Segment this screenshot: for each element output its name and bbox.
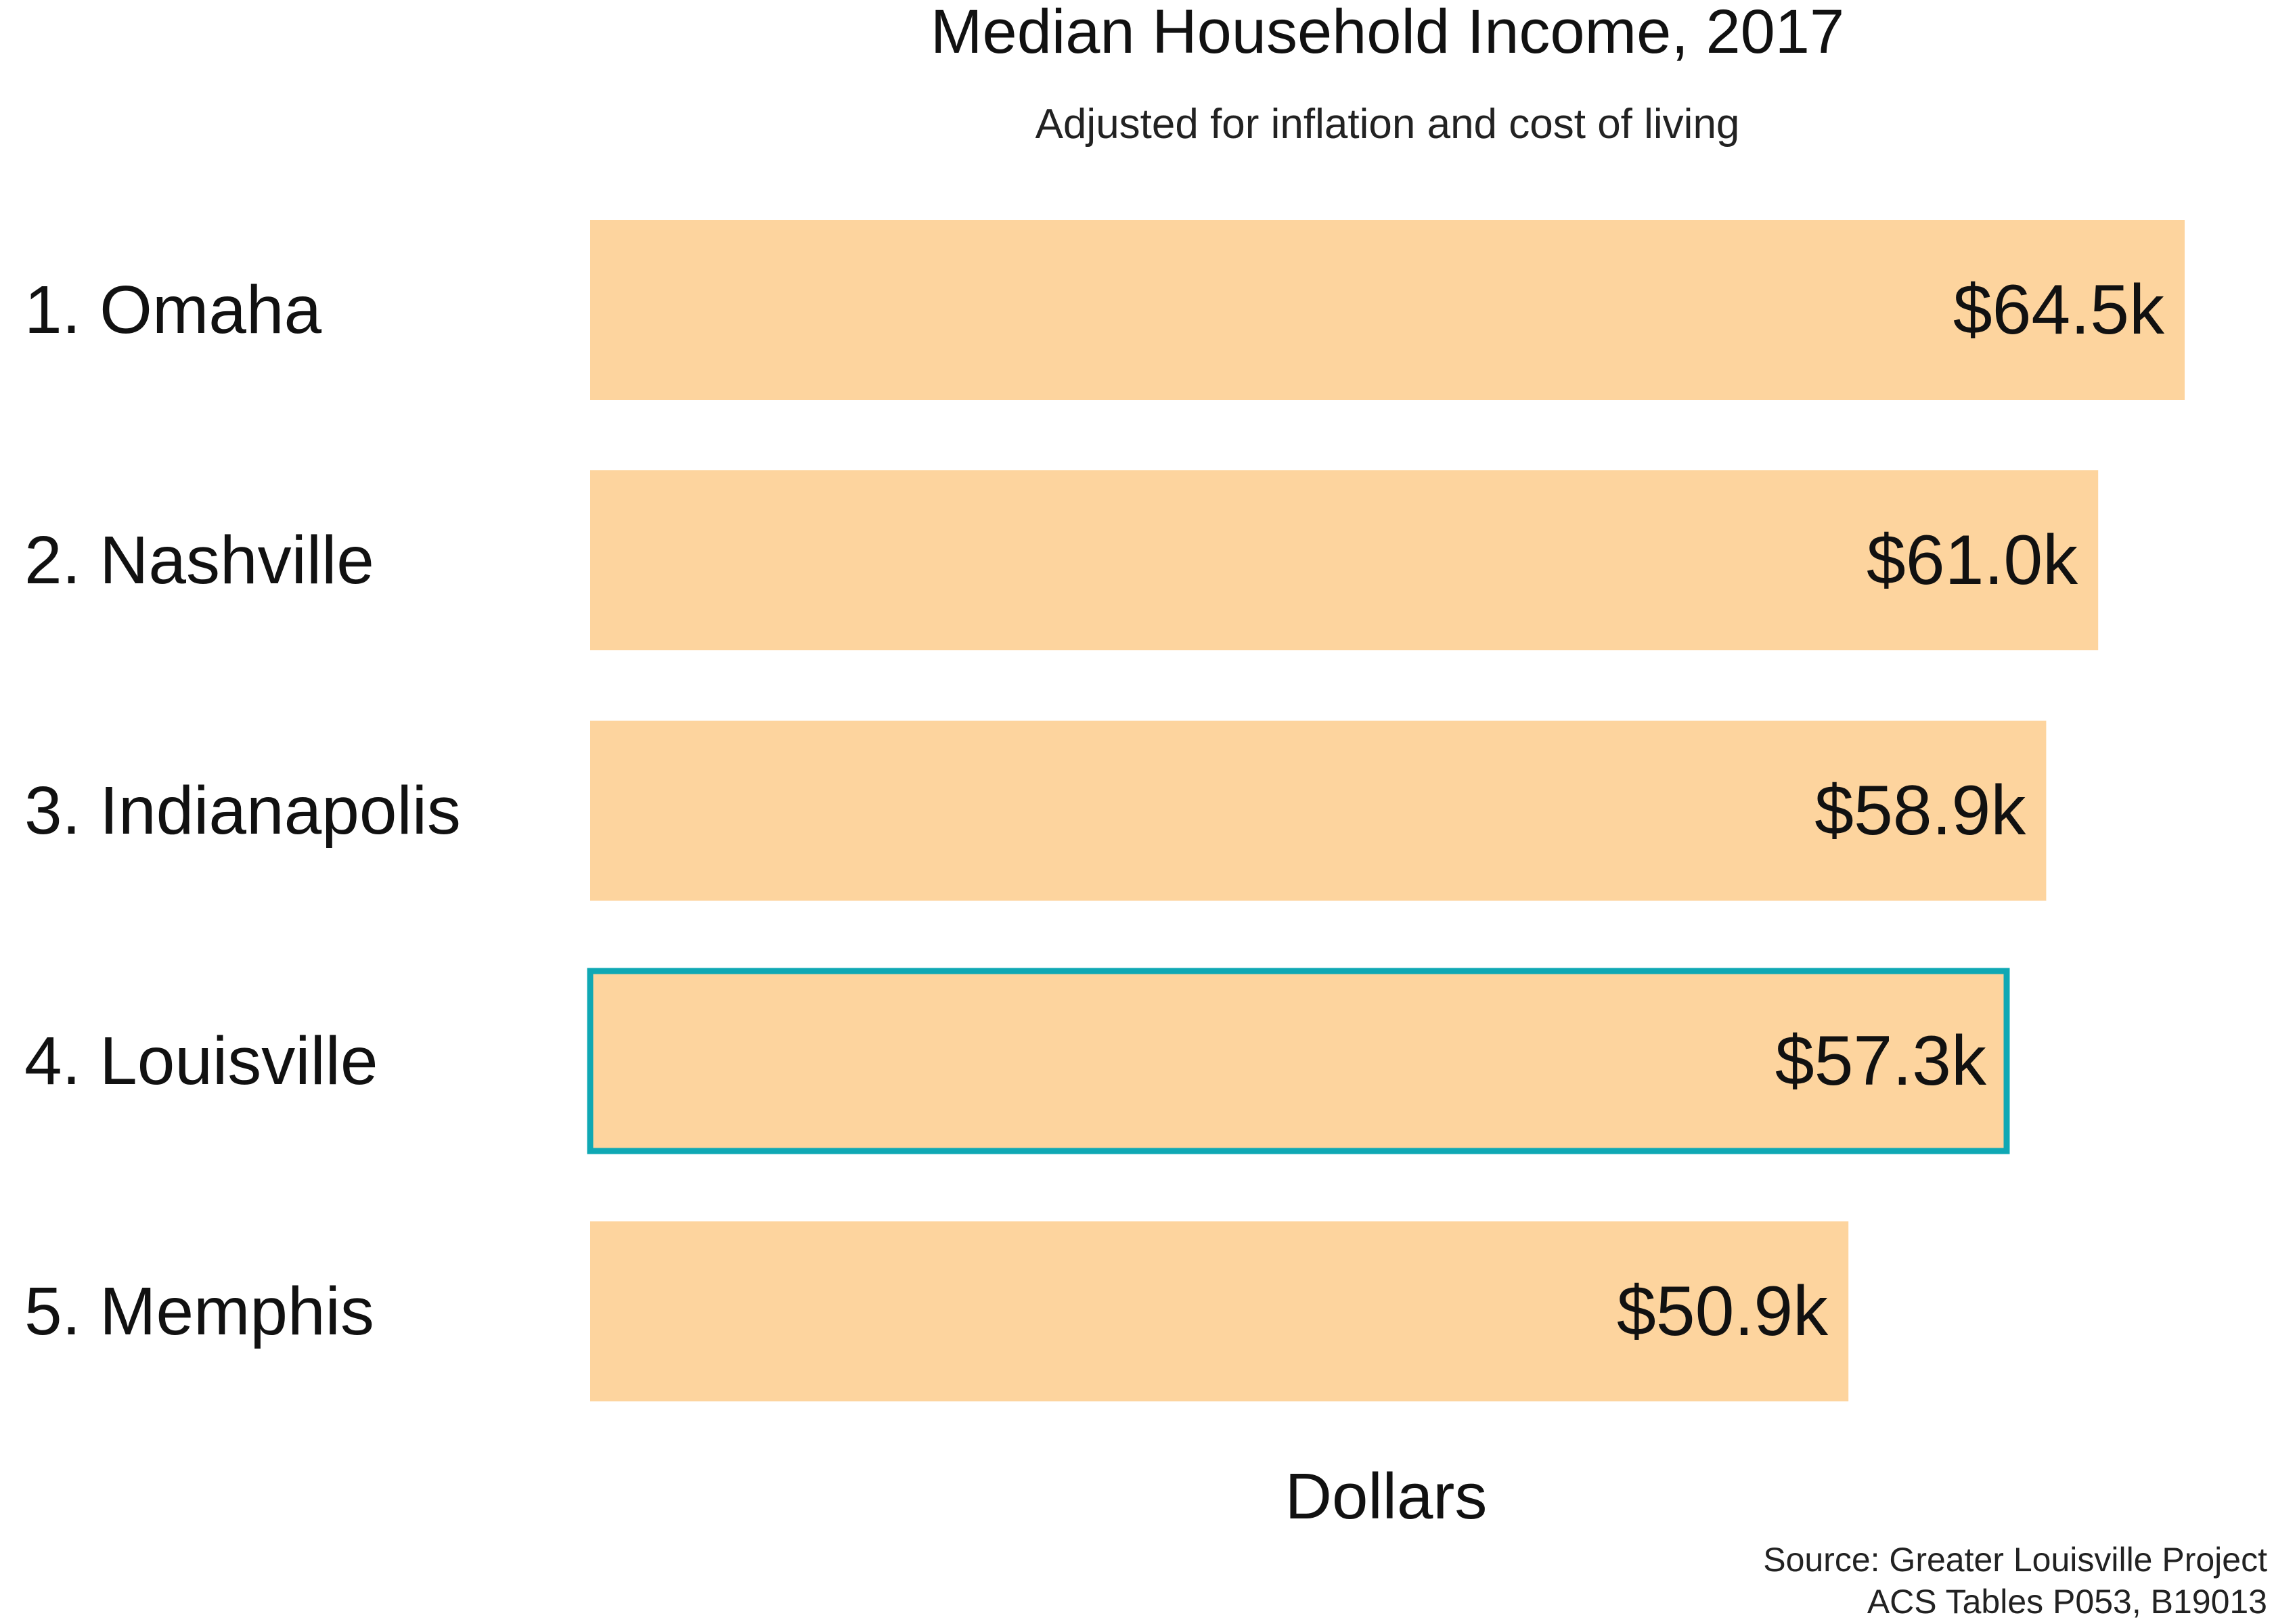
value-label-5: $50.9k bbox=[1617, 1272, 1829, 1351]
bar-4 bbox=[587, 968, 2010, 1154]
chart-title: Median Household Income, 2017 bbox=[931, 0, 1844, 66]
category-label-1: 1. Omaha bbox=[24, 272, 321, 348]
x-axis-label: Dollars bbox=[1285, 1460, 1488, 1533]
bar-1 bbox=[590, 220, 2185, 400]
category-label-3: 3. Indianapolis bbox=[24, 773, 461, 849]
bar-3 bbox=[590, 721, 2047, 901]
value-label-2: $61.0k bbox=[1867, 521, 2078, 600]
value-label-4: $57.3k bbox=[1775, 1022, 1987, 1100]
category-label-4: 4. Louisville bbox=[24, 1023, 378, 1099]
source-line-2: ACS Tables P053, B19013 bbox=[1867, 1583, 2267, 1621]
chart-subtitle: Adjusted for inflation and cost of livin… bbox=[1035, 101, 1740, 148]
bar-2 bbox=[590, 470, 2099, 650]
source-line-1: Source: Greater Louisville Project bbox=[1763, 1541, 2267, 1579]
bars-layer: 1. Omaha $64.5k 2. Nashville $61.0k 3. India… bbox=[24, 220, 2185, 1401]
category-label-5: 5. Memphis bbox=[24, 1273, 374, 1349]
bar-5 bbox=[590, 1221, 1849, 1401]
value-label-1: $64.5k bbox=[1953, 271, 2165, 349]
value-label-3: $58.9k bbox=[1814, 771, 2026, 850]
category-label-2: 2. Nashville bbox=[24, 522, 374, 598]
